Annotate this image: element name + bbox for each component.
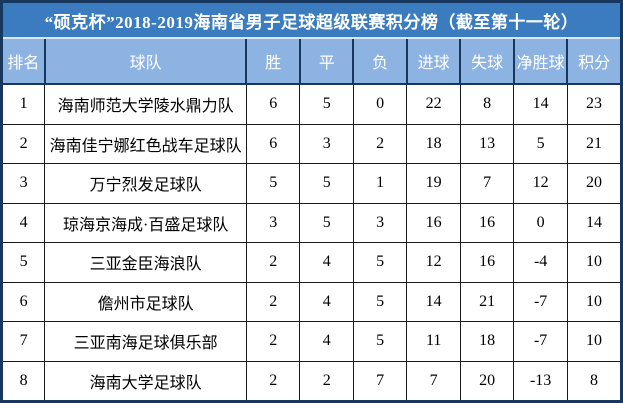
cell-rank: 1: [3, 84, 46, 125]
cell-draws: 4: [299, 281, 354, 322]
table-row: 7 三亚南海足球俱乐部 2 4 5 11 18 -7 10: [3, 321, 620, 362]
cell-goals-against: 13: [459, 123, 515, 164]
cell-team: 海南大学足球队: [44, 360, 247, 400]
cell-points: 10: [566, 242, 620, 283]
cell-rank: 3: [3, 163, 46, 204]
cell-losses: 5: [352, 321, 408, 362]
cell-goals-for: 11: [406, 321, 461, 362]
cell-losses: 5: [352, 281, 408, 322]
table-row: 6 儋州市足球队 2 4 5 14 21 -7 10: [3, 281, 620, 322]
cell-points: 20: [566, 163, 620, 204]
cell-goals-against: 21: [459, 281, 515, 322]
cell-losses: 7: [352, 360, 408, 400]
cell-losses: 0: [352, 84, 408, 125]
column-header-wins: 胜: [245, 39, 300, 85]
cell-team: 海南师范大学陵水鼎力队: [44, 84, 247, 125]
cell-rank: 2: [3, 123, 46, 164]
cell-points: 21: [566, 123, 620, 164]
cell-team: 海南佳宁娜红色战车足球队: [44, 123, 247, 164]
cell-goals-against: 16: [459, 242, 515, 283]
cell-goals-for: 14: [406, 281, 461, 322]
cell-goal-difference: 14: [513, 84, 568, 125]
cell-points: 23: [566, 84, 620, 125]
cell-wins: 6: [245, 84, 301, 125]
cell-draws: 5: [299, 84, 354, 125]
cell-draws: 3: [299, 123, 354, 164]
cell-wins: 2: [245, 360, 301, 400]
column-header-rank: 排名: [3, 39, 45, 85]
cell-points: 10: [566, 281, 620, 322]
cell-rank: 4: [3, 202, 46, 243]
cell-points: 14: [566, 202, 620, 243]
column-header-losses: 负: [352, 39, 407, 85]
table-row: 8 海南大学足球队 2 2 7 7 20 -13 8: [3, 360, 620, 400]
cell-goal-difference: 12: [513, 163, 568, 204]
cell-goals-for: 19: [406, 163, 461, 204]
cell-rank: 6: [3, 281, 46, 322]
cell-rank: 5: [3, 242, 46, 283]
cell-losses: 2: [352, 123, 408, 164]
column-header-goals-for: 进球: [405, 39, 461, 85]
table-header: 排名 球队胜平负进球 失球 净胜球 积分: [3, 39, 620, 85]
cell-team: 三亚南海足球俱乐部: [44, 321, 247, 362]
cell-goals-for: 18: [406, 123, 461, 164]
column-header-goals-against: 失球: [459, 39, 514, 85]
cell-losses: 5: [352, 242, 408, 283]
cell-goal-difference: -13: [513, 360, 568, 400]
header-row: 排名 球队胜平负进球 失球 净胜球 积分: [3, 39, 620, 85]
table-row: 1 海南师范大学陵水鼎力队 6 5 0 22 8 14 23: [3, 84, 620, 125]
cell-goals-for: 16: [406, 202, 461, 243]
cell-goals-against: 8: [459, 84, 515, 125]
cell-draws: 2: [299, 360, 354, 400]
cell-wins: 5: [245, 163, 301, 204]
cell-draws: 5: [299, 163, 354, 204]
table-row: 5 三亚金臣海浪队 2 4 5 12 16 -4 10: [3, 242, 620, 283]
cell-goals-for: 12: [406, 242, 461, 283]
cell-goals-against: 18: [459, 321, 515, 362]
cell-goals-against: 7: [459, 163, 515, 204]
cell-draws: 4: [299, 321, 354, 362]
column-header-points: 积分: [566, 39, 620, 85]
column-header-draws: 平: [298, 39, 354, 85]
cell-rank: 7: [3, 321, 46, 362]
cell-wins: 2: [245, 281, 301, 322]
cell-wins: 2: [245, 321, 301, 362]
cell-goals-against: 20: [459, 360, 515, 400]
cell-team: 万宁烈发足球队: [44, 163, 247, 204]
cell-losses: 3: [352, 202, 408, 243]
cell-losses: 1: [352, 163, 408, 204]
cell-team: 琼海京海成·百盛足球队: [44, 202, 247, 243]
column-header-team: 球队: [43, 39, 247, 85]
column-header-goal-difference: 净胜球: [512, 39, 568, 85]
cell-goals-for: 22: [406, 84, 461, 125]
cell-team: 三亚金臣海浪队: [44, 242, 247, 283]
cell-draws: 4: [299, 242, 354, 283]
cell-goal-difference: -7: [513, 321, 568, 362]
cell-goals-against: 16: [459, 202, 515, 243]
table-title: “硕克杯”2018-2019海南省男子足球超级联赛积分榜（截至第十一轮）: [3, 3, 620, 39]
cell-wins: 6: [245, 123, 301, 164]
league-table: 排名 球队胜平负进球 失球 净胜球 积分 1 海南师范大学陵水鼎力队 6 5 0 22 8 14 23 2…: [3, 39, 620, 400]
cell-points: 8: [566, 360, 620, 400]
cell-rank: 8: [3, 360, 46, 400]
cell-wins: 2: [245, 242, 301, 283]
cell-goal-difference: 5: [513, 123, 568, 164]
table-row: 3 万宁烈发足球队 5 5 1 19 7 12 20: [3, 163, 620, 204]
cell-goal-difference: 0: [513, 202, 568, 243]
cell-goal-difference: -4: [513, 242, 568, 283]
table-body: 1 海南师范大学陵水鼎力队 6 5 0 22 8 14 23 2 海南佳宁娜红色战车足球队 6 3 2 18…: [3, 84, 620, 400]
cell-team: 儋州市足球队: [44, 281, 247, 322]
cell-draws: 5: [299, 202, 354, 243]
cell-points: 10: [566, 321, 620, 362]
table-row: 4 琼海京海成·百盛足球队 3 5 3 16 16 0 14: [3, 202, 620, 243]
cell-goal-difference: -7: [513, 281, 568, 322]
table-row: 2 海南佳宁娜红色战车足球队 6 3 2 18 13 5 21: [3, 123, 620, 164]
cell-wins: 3: [245, 202, 301, 243]
cell-goals-for: 7: [406, 360, 461, 400]
